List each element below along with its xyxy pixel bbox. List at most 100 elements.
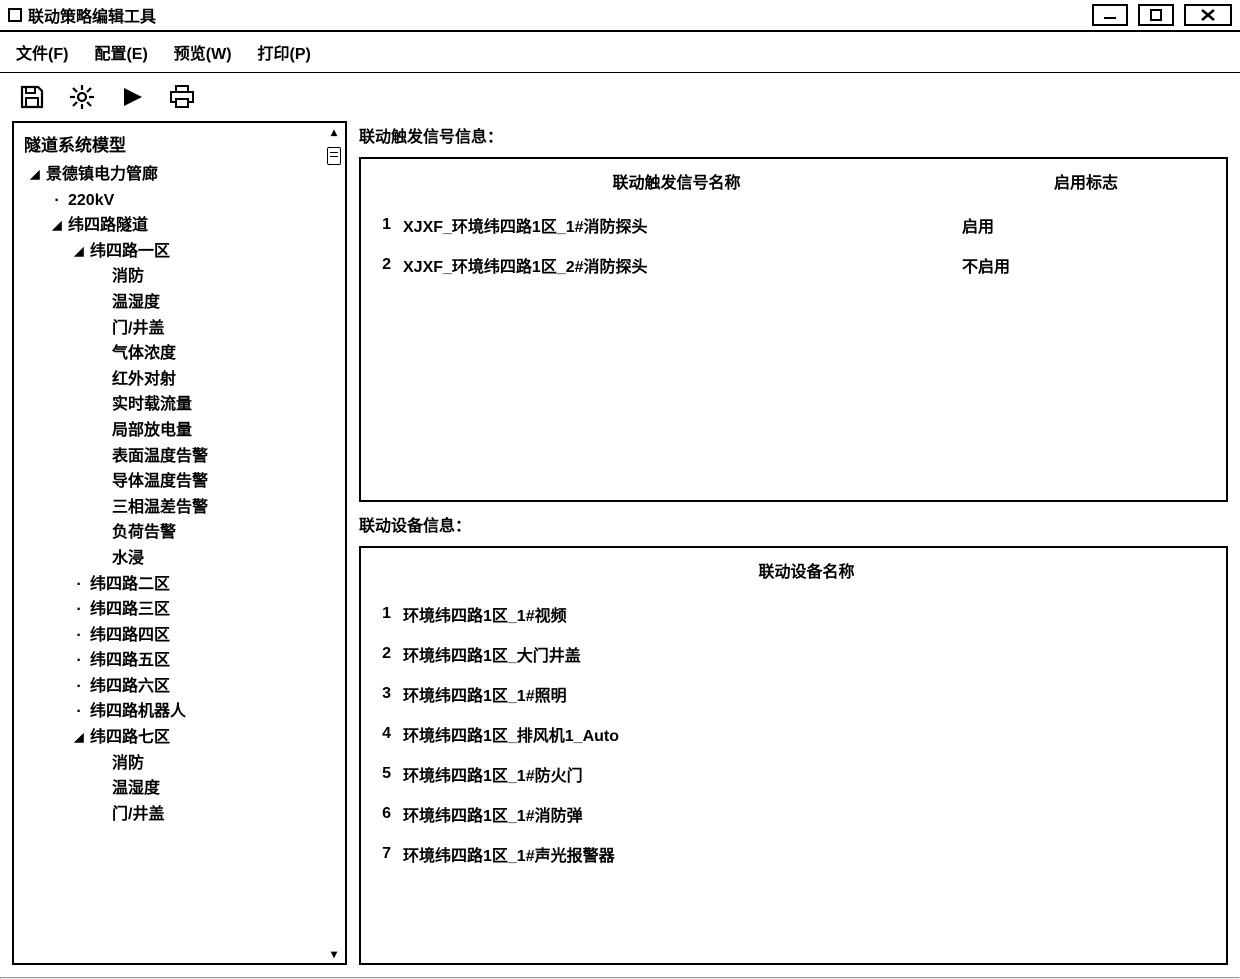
bullet-icon: ·	[72, 674, 86, 700]
window-title: 联动策略编辑工具	[28, 3, 156, 27]
tree-node[interactable]: 三相温差告警	[94, 495, 325, 521]
tree-label: 纬四路四区	[90, 627, 170, 644]
table-row[interactable]: 7环境纬四路1区_1#声光报警器	[371, 834, 1216, 874]
tree-label: 气体浓度	[112, 345, 176, 362]
menu-config[interactable]: 配置(E)	[94, 40, 147, 64]
menu-print[interactable]: 打印(P)	[258, 40, 311, 64]
device-name: 环境纬四路1区_排风机1_Auto	[397, 714, 1216, 754]
expand-icon: ◢	[72, 242, 86, 261]
bullet-icon: ·	[72, 572, 86, 598]
tree-node[interactable]: ·纬四路五区	[72, 648, 325, 674]
expand-icon: ◢	[50, 216, 64, 235]
signals-table: 联动触发信号名称 启用标志 1 XJXF_环境纬四路1区_1#消防探头 启用 2…	[371, 165, 1216, 285]
signal-flag: 不启用	[956, 245, 1216, 285]
print-button[interactable]	[168, 83, 196, 111]
tree-node[interactable]: ·纬四路二区	[72, 572, 325, 598]
signals-section-title: 联动触发信号信息：	[359, 121, 1228, 149]
menu-file[interactable]: 文件(F)	[16, 40, 68, 64]
table-row[interactable]: 1 XJXF_环境纬四路1区_1#消防探头 启用	[371, 205, 1216, 245]
tree-label: 表面温度告警	[112, 448, 208, 465]
scroll-thumb-icon[interactable]	[327, 147, 341, 165]
tree-label: 纬四路三区	[90, 601, 170, 618]
settings-button[interactable]	[68, 83, 96, 111]
tree-node[interactable]: 导体温度告警	[94, 469, 325, 495]
tree-label: 纬四路五区	[90, 652, 170, 669]
row-index: 2	[371, 634, 397, 674]
save-button[interactable]	[18, 83, 46, 111]
tree-label: 纬四路机器人	[90, 703, 186, 720]
tree-label: 消防	[112, 755, 144, 772]
table-row[interactable]: 5环境纬四路1区_1#防火门	[371, 754, 1216, 794]
tree-node[interactable]: ·220kV	[50, 188, 325, 214]
bullet-icon: ·	[50, 188, 64, 214]
tree-node[interactable]: 负荷告警	[94, 520, 325, 546]
signal-flag: 启用	[956, 205, 1216, 245]
tree-node[interactable]: 温湿度	[94, 290, 325, 316]
devices-table: 联动设备名称 1环境纬四路1区_1#视频 2环境纬四路1区_大门井盖 3环境纬四…	[371, 554, 1216, 874]
menu-preview[interactable]: 预览(W)	[174, 40, 232, 64]
tree-label: 景德镇电力管廊	[46, 166, 158, 183]
table-row[interactable]: 3环境纬四路1区_1#照明	[371, 674, 1216, 714]
scroll-up-icon[interactable]: ▴	[331, 125, 337, 139]
tree-node[interactable]: 局部放电量	[94, 418, 325, 444]
tree-node[interactable]: 消防	[94, 751, 325, 777]
table-row[interactable]: 2 XJXF_环境纬四路1区_2#消防探头 不启用	[371, 245, 1216, 285]
minimize-button[interactable]	[1092, 4, 1128, 26]
bullet-icon: ·	[72, 648, 86, 674]
signals-header-name: 联动触发信号名称	[397, 165, 956, 205]
row-index: 5	[371, 754, 397, 794]
tree-node[interactable]: 气体浓度	[94, 341, 325, 367]
tree-scrollbar[interactable]: ▴ ▾	[325, 125, 343, 961]
row-index: 3	[371, 674, 397, 714]
tree-label: 温湿度	[112, 780, 160, 797]
tree-label: 负荷告警	[112, 524, 176, 541]
tree-label: 纬四路二区	[90, 576, 170, 593]
row-index: 7	[371, 834, 397, 874]
tree-node[interactable]: ·纬四路四区	[72, 623, 325, 649]
table-row[interactable]: 6环境纬四路1区_1#消防弹	[371, 794, 1216, 834]
tree-label: 纬四路七区	[90, 729, 170, 746]
tree-node[interactable]: 温湿度	[94, 776, 325, 802]
tree-node[interactable]: ◢景德镇电力管廊 ·220kV ◢纬四路隧道 ◢纬四路一区 消防 温湿度	[28, 162, 325, 827]
tree: ◢景德镇电力管廊 ·220kV ◢纬四路隧道 ◢纬四路一区 消防 温湿度	[22, 162, 345, 827]
tree-label: 门/井盖	[112, 320, 164, 337]
tree-label: 局部放电量	[112, 422, 192, 439]
table-row[interactable]: 1环境纬四路1区_1#视频	[371, 594, 1216, 634]
tree-label: 纬四路六区	[90, 678, 170, 695]
signal-name: XJXF_环境纬四路1区_1#消防探头	[397, 205, 956, 245]
tree-node[interactable]: ·纬四路机器人	[72, 699, 325, 725]
tree-node[interactable]: ·纬四路三区	[72, 597, 325, 623]
device-name: 环境纬四路1区_1#视频	[397, 594, 1216, 634]
close-button[interactable]	[1184, 4, 1232, 26]
row-index: 2	[371, 245, 397, 285]
table-row[interactable]: 2环境纬四路1区_大门井盖	[371, 634, 1216, 674]
tree-node[interactable]: ·纬四路六区	[72, 674, 325, 700]
device-name: 环境纬四路1区_1#照明	[397, 674, 1216, 714]
tree-node[interactable]: 门/井盖	[94, 316, 325, 342]
tree-node[interactable]: 表面温度告警	[94, 444, 325, 470]
tree-label: 220kV	[68, 192, 114, 209]
tree-node[interactable]: ◢纬四路一区 消防 温湿度 门/井盖 气体浓度 红外对射 实时载流量	[72, 239, 325, 572]
run-button[interactable]	[118, 83, 146, 111]
row-index: 4	[371, 714, 397, 754]
maximize-button[interactable]	[1138, 4, 1174, 26]
tree-node[interactable]: 红外对射	[94, 367, 325, 393]
device-name: 环境纬四路1区_1#防火门	[397, 754, 1216, 794]
tree-node[interactable]: 实时载流量	[94, 392, 325, 418]
devices-panel: 联动设备名称 1环境纬四路1区_1#视频 2环境纬四路1区_大门井盖 3环境纬四…	[359, 546, 1228, 965]
tree-panel: 隧道系统模型 ◢景德镇电力管廊 ·220kV ◢纬四路隧道 ◢纬四路一区 消防	[12, 121, 347, 965]
expand-icon: ◢	[72, 728, 86, 747]
row-index: 1	[371, 594, 397, 634]
tree-label: 消防	[112, 268, 144, 285]
tree-label: 水浸	[112, 550, 144, 567]
table-row[interactable]: 4环境纬四路1区_排风机1_Auto	[371, 714, 1216, 754]
tree-node[interactable]: ◢纬四路七区 消防 温湿度 门/井盖	[72, 725, 325, 827]
tree-node[interactable]: 水浸	[94, 546, 325, 572]
row-index: 6	[371, 794, 397, 834]
toolbar	[0, 73, 1240, 121]
tree-node[interactable]: 门/井盖	[94, 802, 325, 828]
tree-node[interactable]: ◢纬四路隧道 ◢纬四路一区 消防 温湿度 门/井盖 气体浓度 红外对	[50, 213, 325, 827]
scroll-down-icon[interactable]: ▾	[331, 947, 337, 961]
devices-header-name: 联动设备名称	[397, 554, 1216, 594]
tree-node[interactable]: 消防	[94, 264, 325, 290]
